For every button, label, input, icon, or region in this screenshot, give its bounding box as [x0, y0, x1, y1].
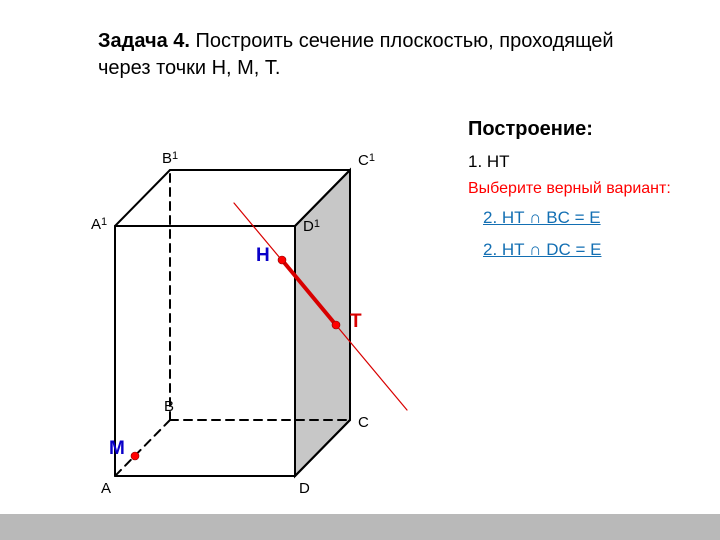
- point-label-M: М: [109, 438, 125, 460]
- title-bold: Задача 4.: [98, 30, 190, 52]
- vertex-label: D1: [303, 218, 314, 235]
- construction-step-1: 1. НТ: [468, 152, 510, 172]
- point-label-T: Т: [350, 311, 362, 333]
- option-a[interactable]: 2. НТ ∩ BС = Е: [483, 208, 601, 228]
- prism-diagram: А D С В А1 D1 С1 В1 Н Т М: [60, 130, 460, 515]
- vertex-label: В1: [162, 150, 172, 167]
- footer-bar: [0, 514, 720, 540]
- vertex-label: А1: [91, 216, 101, 233]
- slide: Задача 4. Построить сечение плоскостью, …: [0, 0, 720, 540]
- problem-title: Задача 4. Построить сечение плоскостью, …: [98, 28, 638, 82]
- vertex-label: А: [101, 480, 111, 497]
- option-b[interactable]: 2. НТ ∩ DС = Е: [483, 240, 602, 260]
- point-label-H: Н: [256, 245, 270, 267]
- vertex-label: В: [164, 398, 174, 415]
- vertex-label: С: [358, 414, 369, 431]
- choose-prompt: Выберите верный вариант:: [468, 180, 671, 198]
- construction-heading: Построение:: [468, 118, 593, 141]
- vertex-label: С1: [358, 152, 369, 169]
- vertex-label: D: [299, 480, 310, 497]
